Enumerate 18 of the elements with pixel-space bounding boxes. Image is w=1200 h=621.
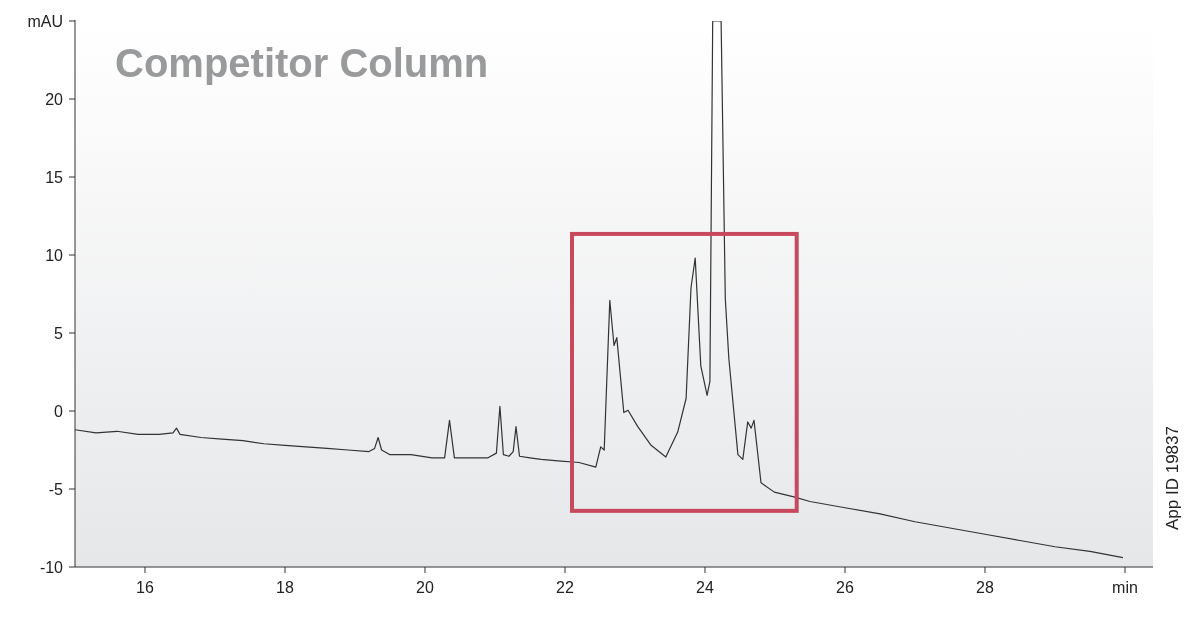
y-tick-label: 5 — [54, 324, 64, 342]
x-tick-label: 28 — [976, 579, 994, 596]
x-tick-label: 16 — [136, 579, 154, 596]
y-tick-label: 0 — [54, 402, 64, 420]
x-tick-label: min — [1112, 579, 1138, 596]
y-tick-label: mAU — [27, 12, 63, 30]
x-tick-label: 24 — [696, 579, 714, 596]
x-tick-label: 22 — [556, 579, 574, 596]
y-tick-label: -10 — [39, 558, 64, 576]
y-tick-label: 15 — [45, 168, 64, 186]
text: App ID 19837 — [1163, 426, 1182, 530]
x-tick-label: 18 — [276, 579, 294, 596]
y-tick-label: 20 — [45, 90, 64, 108]
text: Competitor Column — [115, 41, 489, 85]
y-tick-label: 10 — [45, 246, 64, 264]
y-tick-label: -5 — [48, 480, 64, 498]
x-tick-label: 26 — [836, 579, 854, 596]
x-tick-label: 20 — [416, 579, 434, 596]
